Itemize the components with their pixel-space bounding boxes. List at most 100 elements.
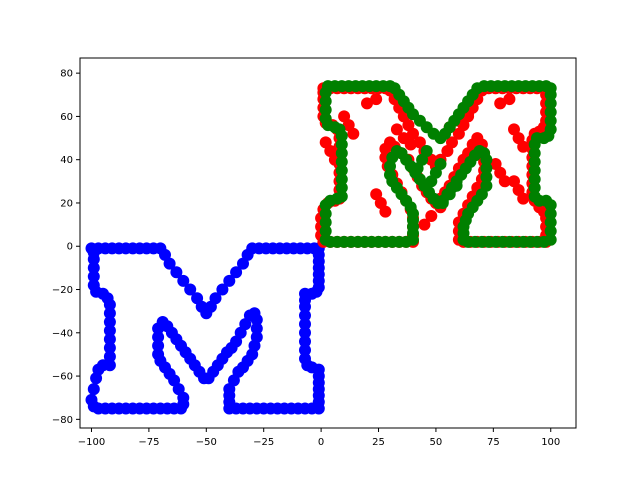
data-point <box>480 171 493 183</box>
data-point <box>319 225 332 238</box>
data-point <box>319 103 332 116</box>
data-point <box>103 359 116 372</box>
data-point <box>544 199 557 212</box>
data-point <box>87 261 100 274</box>
data-point <box>411 162 424 175</box>
data-point <box>418 218 431 231</box>
data-point <box>528 147 541 160</box>
data-point <box>319 207 332 220</box>
data-point <box>103 341 116 354</box>
plot-frame <box>79 57 577 429</box>
data-point <box>319 216 332 229</box>
data-point <box>361 97 373 110</box>
data-point <box>299 318 311 331</box>
data-point <box>450 179 463 192</box>
data-point <box>517 192 530 205</box>
data-point <box>434 158 447 170</box>
data-point <box>544 114 557 127</box>
data-point <box>319 86 332 99</box>
data-point <box>230 266 243 279</box>
x-tick-label: −100 <box>78 437 105 448</box>
data-point <box>103 333 116 346</box>
x-tick-label: 50 <box>430 437 443 448</box>
x-axis: −100 −75 −50 −25 0 25 50 75 100 <box>78 428 560 448</box>
data-point <box>299 300 311 313</box>
data-point <box>335 181 348 194</box>
data-point <box>85 393 98 406</box>
data-point <box>319 112 332 125</box>
data-point <box>335 173 348 186</box>
data-point <box>480 179 493 192</box>
y-tick-label: 20 <box>60 198 73 209</box>
data-point <box>299 344 311 357</box>
data-point <box>407 127 419 140</box>
y-tick-label: 40 <box>60 155 73 166</box>
data-point <box>379 205 392 218</box>
data-point <box>87 246 100 259</box>
data-point <box>299 309 311 322</box>
data-point <box>390 123 403 136</box>
data-point <box>544 207 557 220</box>
y-tick-label: −80 <box>52 415 73 426</box>
data-point <box>335 164 348 177</box>
data-point <box>335 138 348 151</box>
data-point <box>528 138 541 151</box>
y-tick-label: −20 <box>52 285 73 296</box>
data-point <box>177 274 190 287</box>
y-tick-label: 60 <box>60 112 73 123</box>
data-point <box>528 164 541 177</box>
data-point <box>163 257 176 270</box>
y-tick-label: 0 <box>67 242 73 253</box>
data-point <box>370 93 383 106</box>
x-tick-label: 0 <box>318 437 324 448</box>
data-point <box>209 292 222 305</box>
data-point <box>299 335 311 348</box>
data-point <box>503 93 516 106</box>
x-tick-label: −50 <box>196 437 217 448</box>
data-point <box>103 350 116 363</box>
data-point <box>528 173 541 186</box>
data-point <box>152 339 165 352</box>
data-point <box>319 233 332 246</box>
series-2 <box>319 80 557 248</box>
data-point <box>443 188 456 201</box>
data-point <box>544 216 557 229</box>
series-0 <box>85 242 325 415</box>
data-point <box>223 274 236 287</box>
data-point <box>335 190 348 203</box>
x-tick-label: 75 <box>487 437 500 448</box>
data-point <box>544 97 557 110</box>
data-point <box>544 106 557 119</box>
x-tick-label: −75 <box>138 437 159 448</box>
data-point <box>544 88 557 101</box>
data-point <box>494 97 507 110</box>
data-point <box>517 140 530 153</box>
data-point <box>480 162 493 175</box>
data-point <box>379 142 392 155</box>
data-point <box>216 283 229 296</box>
data-point <box>384 160 396 173</box>
y-axis: −80 −60 −40 −20 0 20 40 60 80 <box>52 69 80 426</box>
data-point <box>250 322 263 335</box>
data-point <box>425 210 438 222</box>
data-point <box>103 316 116 328</box>
data-point <box>103 307 116 320</box>
data-point <box>347 127 360 140</box>
x-tick-label: 25 <box>372 437 385 448</box>
data-point <box>87 279 100 292</box>
data-point <box>87 270 100 283</box>
data-point <box>544 225 557 238</box>
data-point <box>528 181 541 194</box>
data-point <box>498 175 511 188</box>
data-point <box>87 383 100 396</box>
data-point <box>103 324 116 337</box>
data-point <box>152 331 165 344</box>
data-point <box>152 322 165 335</box>
data-point <box>446 136 458 149</box>
data-point <box>299 326 311 339</box>
data-point <box>436 197 449 209</box>
data-point <box>250 331 263 344</box>
x-tick-label: −25 <box>253 437 274 448</box>
data-point <box>528 155 541 168</box>
